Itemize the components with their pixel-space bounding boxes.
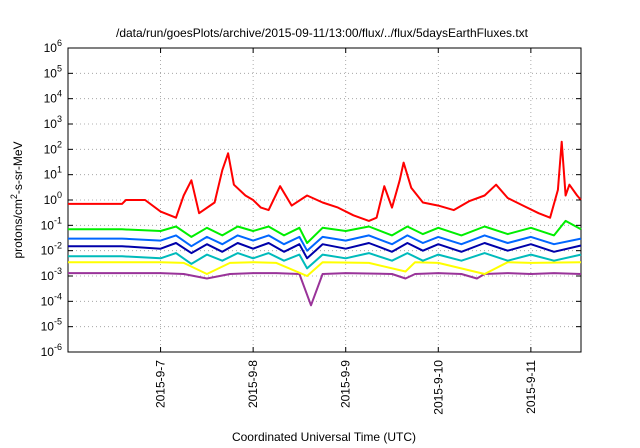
y-tick-label-exp: -5 xyxy=(54,317,62,327)
y-tick-label: 105 xyxy=(44,63,62,80)
y-tick-label-base: 10 xyxy=(44,193,58,207)
y-axis-label-post: -s-sr-MeV xyxy=(11,141,25,194)
y-axis-label: protons/cm2-s-sr-MeV xyxy=(9,141,25,258)
y-tick-label-exp: 2 xyxy=(57,139,62,149)
x-axis-ticks: 2015-9-7 2015-9-8 2015-9-9 2015-9-10 2015-9-… xyxy=(154,48,538,415)
x-tick-label: 2015-9-7 xyxy=(154,360,168,408)
y-tick-label-base: 10 xyxy=(44,117,58,131)
series-line-5 xyxy=(68,234,582,252)
y-tick-label: 103 xyxy=(44,114,62,131)
y-tick-label: 102 xyxy=(44,139,62,156)
y-tick-label: 101 xyxy=(44,165,62,182)
x-tick-label: 2015-9-10 xyxy=(431,360,445,415)
y-axis-label-sup: 2 xyxy=(9,194,19,199)
series-line-2 xyxy=(68,261,582,277)
y-tick-label-exp: -6 xyxy=(54,342,62,352)
y-tick-label-base: 10 xyxy=(44,66,58,80)
series-line-7 xyxy=(68,140,582,222)
series-line-3 xyxy=(68,252,582,270)
y-tick-label-exp: 0 xyxy=(57,190,62,200)
y-tick-label: 100 xyxy=(44,190,62,207)
series-line-6 xyxy=(68,219,582,244)
y-tick-label-base: 10 xyxy=(41,218,55,232)
y-tick-label-base: 10 xyxy=(44,142,58,156)
y-tick-label: 10-4 xyxy=(41,291,62,308)
y-tick-label: 10-3 xyxy=(41,266,62,283)
y-tick-label-base: 10 xyxy=(41,294,55,308)
y-tick-label-exp: 5 xyxy=(57,63,62,73)
chart-title: /data/run/goesPlots/archive/2015-09-11/1… xyxy=(116,26,529,40)
y-tick-label: 106 xyxy=(44,38,62,55)
x-tick-label: 2015-9-8 xyxy=(246,360,260,408)
y-tick-label: 10-5 xyxy=(41,317,62,334)
y-tick-label-exp: -4 xyxy=(54,291,62,301)
x-axis-label: Coordinated Universal Time (UTC) xyxy=(232,430,416,444)
y-axis-ticks: 10-610-510-410-310-210-11001011021031041… xyxy=(41,38,581,359)
series-line-1 xyxy=(68,272,582,307)
y-tick-label: 10-1 xyxy=(41,215,62,232)
y-tick-label-exp: -3 xyxy=(54,266,62,276)
y-tick-label-exp: 4 xyxy=(57,89,62,99)
y-tick-label: 104 xyxy=(44,89,62,106)
x-tick-label: 2015-9-11 xyxy=(524,360,538,414)
y-tick-label-exp: -1 xyxy=(54,215,62,225)
series-line-4 xyxy=(68,242,582,260)
y-axis-label-pre: protons/cm xyxy=(11,199,25,258)
y-tick-label-exp: 6 xyxy=(57,38,62,48)
y-tick-label: 10-2 xyxy=(41,241,62,258)
y-tick-label-base: 10 xyxy=(41,320,55,334)
y-tick-label-base: 10 xyxy=(41,345,55,359)
x-tick-label: 2015-9-9 xyxy=(339,360,353,408)
series-layer xyxy=(68,140,582,307)
y-tick-label-exp: 1 xyxy=(57,165,62,175)
y-tick-label-base: 10 xyxy=(44,168,58,182)
y-tick-label: 10-6 xyxy=(41,342,62,359)
y-tick-label-base: 10 xyxy=(44,41,58,55)
y-tick-label-exp: 3 xyxy=(57,114,62,124)
y-tick-label-exp: -2 xyxy=(54,241,62,251)
y-tick-label-base: 10 xyxy=(44,92,58,106)
y-tick-label-base: 10 xyxy=(41,244,55,258)
y-tick-label-base: 10 xyxy=(41,269,55,283)
